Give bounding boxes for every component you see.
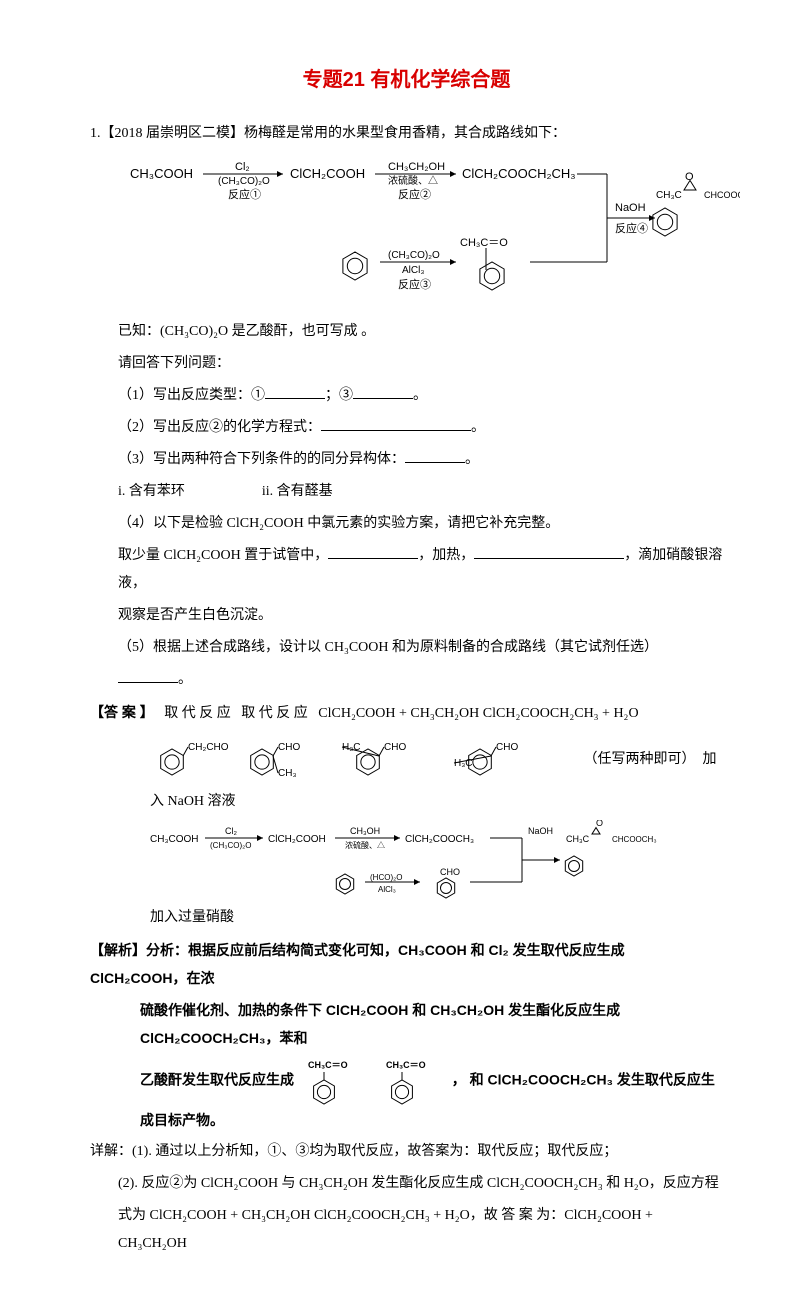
svg-text:NaOH: NaOH — [615, 202, 646, 214]
q1-p4-line2: 取少量 ClCH₂COOH 置于试管中，，加热，，滴加硝酸银溶液， — [90, 542, 723, 598]
route-svg: CH₃COOH Cl₂ (CH₃CO)₂O ClCH₂COOH CH₃OH 浓硫酸、△ Cl… — [150, 820, 670, 900]
svg-text:O: O — [685, 171, 694, 183]
q1-p1: （1）写出反应类型：① ；③ 。 — [90, 382, 723, 410]
blank — [328, 544, 418, 559]
svg-text:ClCH₂COOCH₃: ClCH₂COOCH₃ — [405, 834, 474, 845]
explain-p3a: 乙酸酐发生取代反应生成 — [140, 1072, 294, 1088]
q1-p4-line3: 观察是否产生白色沉淀。 — [90, 602, 723, 630]
svg-text:(HCO)₂O: (HCO)₂O — [370, 873, 402, 882]
svg-text:CHO: CHO — [496, 742, 518, 753]
answer-line1: 【答 案 】 取 代 反 应 取 代 反 应 ClCH₂COOH + CH₃CH… — [90, 698, 723, 728]
q1-p2-a: （2）写出反应②的化学方程式： — [118, 420, 321, 435]
q1-p1-end: 。 — [413, 388, 427, 403]
q1-p3-ii: ii. 含有醛基 — [262, 484, 333, 499]
svg-text:CH₃COOH: CH₃COOH — [150, 834, 199, 845]
svg-text:反应②: 反应② — [398, 187, 431, 201]
blank — [265, 384, 325, 399]
explain-p5b: 式为 ClCH₂COOH + CH₃CH₂OH ClCH₂COOCH₂CH₃ +… — [90, 1202, 723, 1258]
q1-p4: （4）以下是检验 ClCH₂COOH 中氯元素的实验方案，请把它补充完整。 — [90, 510, 723, 538]
q1-p3-end: 。 — [465, 452, 479, 467]
q1-p5b-end: 。 — [178, 672, 192, 687]
q1-p5b: 。 — [90, 666, 723, 694]
svg-text:AlCl₃: AlCl₃ — [402, 265, 424, 276]
svg-text:CHO: CHO — [384, 742, 406, 753]
explain-label: 【解析】 — [90, 942, 146, 958]
page: 专题21 有机化学综合题 1.【2018 届崇明区二模】杨梅醛是常用的水果型食用… — [0, 0, 793, 1302]
svg-text:CH₂CHO: CH₂CHO — [188, 742, 229, 753]
svg-text:ClCH₂COOH: ClCH₂COOH — [290, 166, 365, 181]
svg-text:浓硫酸、△: 浓硫酸、△ — [388, 174, 438, 187]
q1-p3-a: （3）写出两种符合下列条件的的同分异构体： — [118, 452, 405, 467]
svg-text:CH₃C: CH₃C — [656, 190, 682, 201]
q1-p2-end: 。 — [471, 420, 485, 435]
svg-text:(CH₃CO)₂O: (CH₃CO)₂O — [388, 250, 440, 261]
explain-p2: 硫酸作催化剂、加热的条件下 ClCH₂COOH 和 CH₃CH₂OH 发生酯化反… — [90, 996, 723, 1052]
ans-a5: 加入过量硝酸 — [90, 904, 723, 932]
blank — [321, 416, 471, 431]
svg-text:CH₃CH₂OH: CH₃CH₂OH — [388, 161, 445, 173]
svg-text:CH₃C: CH₃C — [566, 834, 590, 844]
svg-text:AlCl₃: AlCl₃ — [378, 885, 396, 894]
answer-label: 【答 案 】 — [90, 704, 154, 720]
q1-stem: 1.【2018 届崇明区二模】杨梅醛是常用的水果型食用香精，其合成路线如下： — [90, 120, 723, 148]
svg-text:CH₃: CH₃ — [278, 768, 297, 779]
q1-p4-a: 取少量 ClCH₂COOH 置于试管中， — [118, 548, 328, 563]
iso-note: （任写两种即可） — [584, 752, 696, 767]
svg-text:CHO: CHO — [278, 742, 300, 753]
scheme-main: CH₃COOHCl₂(CH₃CO)₂O反应①ClCH₂COOHCH₃CH₂OH浓… — [90, 152, 723, 314]
svg-text:Cl₂: Cl₂ — [225, 826, 237, 836]
explain-p5a: (2). 反应②为 ClCH₂COOH 与 CH₃CH₂OH 发生酯化反应生成 … — [90, 1170, 723, 1198]
svg-text:NaOH: NaOH — [528, 826, 553, 836]
ans-a3: ClCH₂COOH + CH₃CH₂OH ClCH₂COOCH₂CH₃ + H₂… — [318, 706, 638, 721]
svg-text:(CH₃CO)₂O: (CH₃CO)₂O — [218, 176, 270, 187]
svg-text:CH₃C＝O: CH₃C＝O — [386, 1060, 426, 1070]
scheme-main-svg: CH₃COOHCl₂(CH₃CO)₂O反应①ClCH₂COOHCH₃CH₂OH浓… — [130, 158, 740, 308]
ketones-svg: CH₃C＝O CH₃C＝O — [298, 1056, 448, 1106]
q1-p1-a: （1）写出反应类型：① — [118, 388, 265, 403]
svg-text:ClCH₂COOCH₂CH₃: ClCH₂COOCH₂CH₃ — [462, 166, 576, 181]
blank — [353, 384, 413, 399]
explain-p1: 分析：根据反应前后结构简式变化可知，CH₃COOH 和 Cl₂ 发生取代反应生成… — [90, 942, 625, 986]
ans-a1: 取 代 反 应 — [164, 706, 231, 721]
q1-p4-b: ，加热， — [418, 548, 474, 563]
q1-p1-sep: ；③ — [325, 388, 353, 403]
blank — [405, 448, 465, 463]
q1-p3: （3）写出两种符合下列条件的的同分异构体： 。 — [90, 446, 723, 474]
explain-line1: 【解析】分析：根据反应前后结构简式变化可知，CH₃COOH 和 Cl₂ 发生取代… — [90, 936, 723, 992]
explain-p3b: ， — [452, 1072, 466, 1088]
explain-p4: 详解：(1). 通过以上分析知，①、③均为取代反应，故答案为：取代反应；取代反应… — [90, 1138, 723, 1166]
svg-text:ClCH₂COOH: ClCH₂COOH — [268, 834, 326, 845]
explain-p3: 乙酸酐发生取代反应生成 CH₃C＝OCH₃C＝O ， 和 ClCH₂COOCH₂… — [90, 1056, 723, 1134]
svg-text:CH₃C＝O: CH₃C＝O — [460, 237, 508, 249]
svg-text:反应①: 反应① — [228, 187, 261, 201]
svg-text:(CH₃CO)₂O: (CH₃CO)₂O — [210, 841, 251, 850]
answer-isomers-row: CH₂CHOCHOCH₃H₃CCHOH₃CCHO （任写两种即可） 加入 NaO… — [90, 732, 723, 816]
svg-text:CH₃OH: CH₃OH — [350, 826, 380, 836]
answer-route-row: CH₃COOH Cl₂ (CH₃CO)₂O ClCH₂COOH CH₃OH 浓硫酸、△ Cl… — [90, 820, 723, 900]
svg-text:浓硫酸、△: 浓硫酸、△ — [345, 840, 385, 850]
isomers-svg: CH₂CHOCHOCH₃H₃CCHOH₃CCHO — [150, 732, 580, 788]
svg-text:CHCOOCH₂CH₃: CHCOOCH₂CH₃ — [704, 190, 740, 200]
blank — [474, 544, 624, 559]
ans-a2: 取 代 反 应 — [241, 706, 308, 721]
q1-p2: （2）写出反应②的化学方程式： 。 — [90, 414, 723, 442]
svg-text:CH₃C＝O: CH₃C＝O — [308, 1060, 348, 1070]
blank — [118, 668, 178, 683]
q1-prompt: 请回答下列问题： — [90, 350, 723, 378]
svg-text:O: O — [596, 820, 603, 828]
svg-text:反应④: 反应④ — [615, 221, 648, 235]
svg-text:反应③: 反应③ — [398, 277, 431, 291]
svg-text:CH₃COOH: CH₃COOH — [130, 166, 193, 181]
svg-text:Cl₂: Cl₂ — [235, 161, 250, 173]
svg-text:CHCOOCH₃: CHCOOCH₃ — [612, 835, 657, 844]
q1-p3-i: i. 含有苯环 — [118, 484, 185, 499]
svg-text:CHO: CHO — [440, 867, 460, 877]
q1-p3-opts: i. 含有苯环 ii. 含有醛基 — [90, 478, 723, 506]
page-title: 专题21 有机化学综合题 — [90, 60, 723, 100]
q1-known: 已知：(CH₃CO)₂O 是乙酸酐，也可写成 。 — [90, 318, 723, 346]
q1-p5: （5）根据上述合成路线，设计以 CH₃COOH 和为原料制备的合成路线（其它试剂… — [90, 634, 723, 662]
